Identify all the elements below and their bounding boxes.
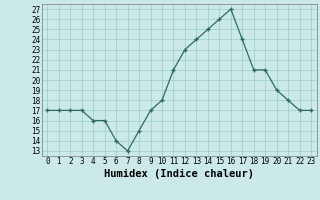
X-axis label: Humidex (Indice chaleur): Humidex (Indice chaleur) — [104, 169, 254, 179]
